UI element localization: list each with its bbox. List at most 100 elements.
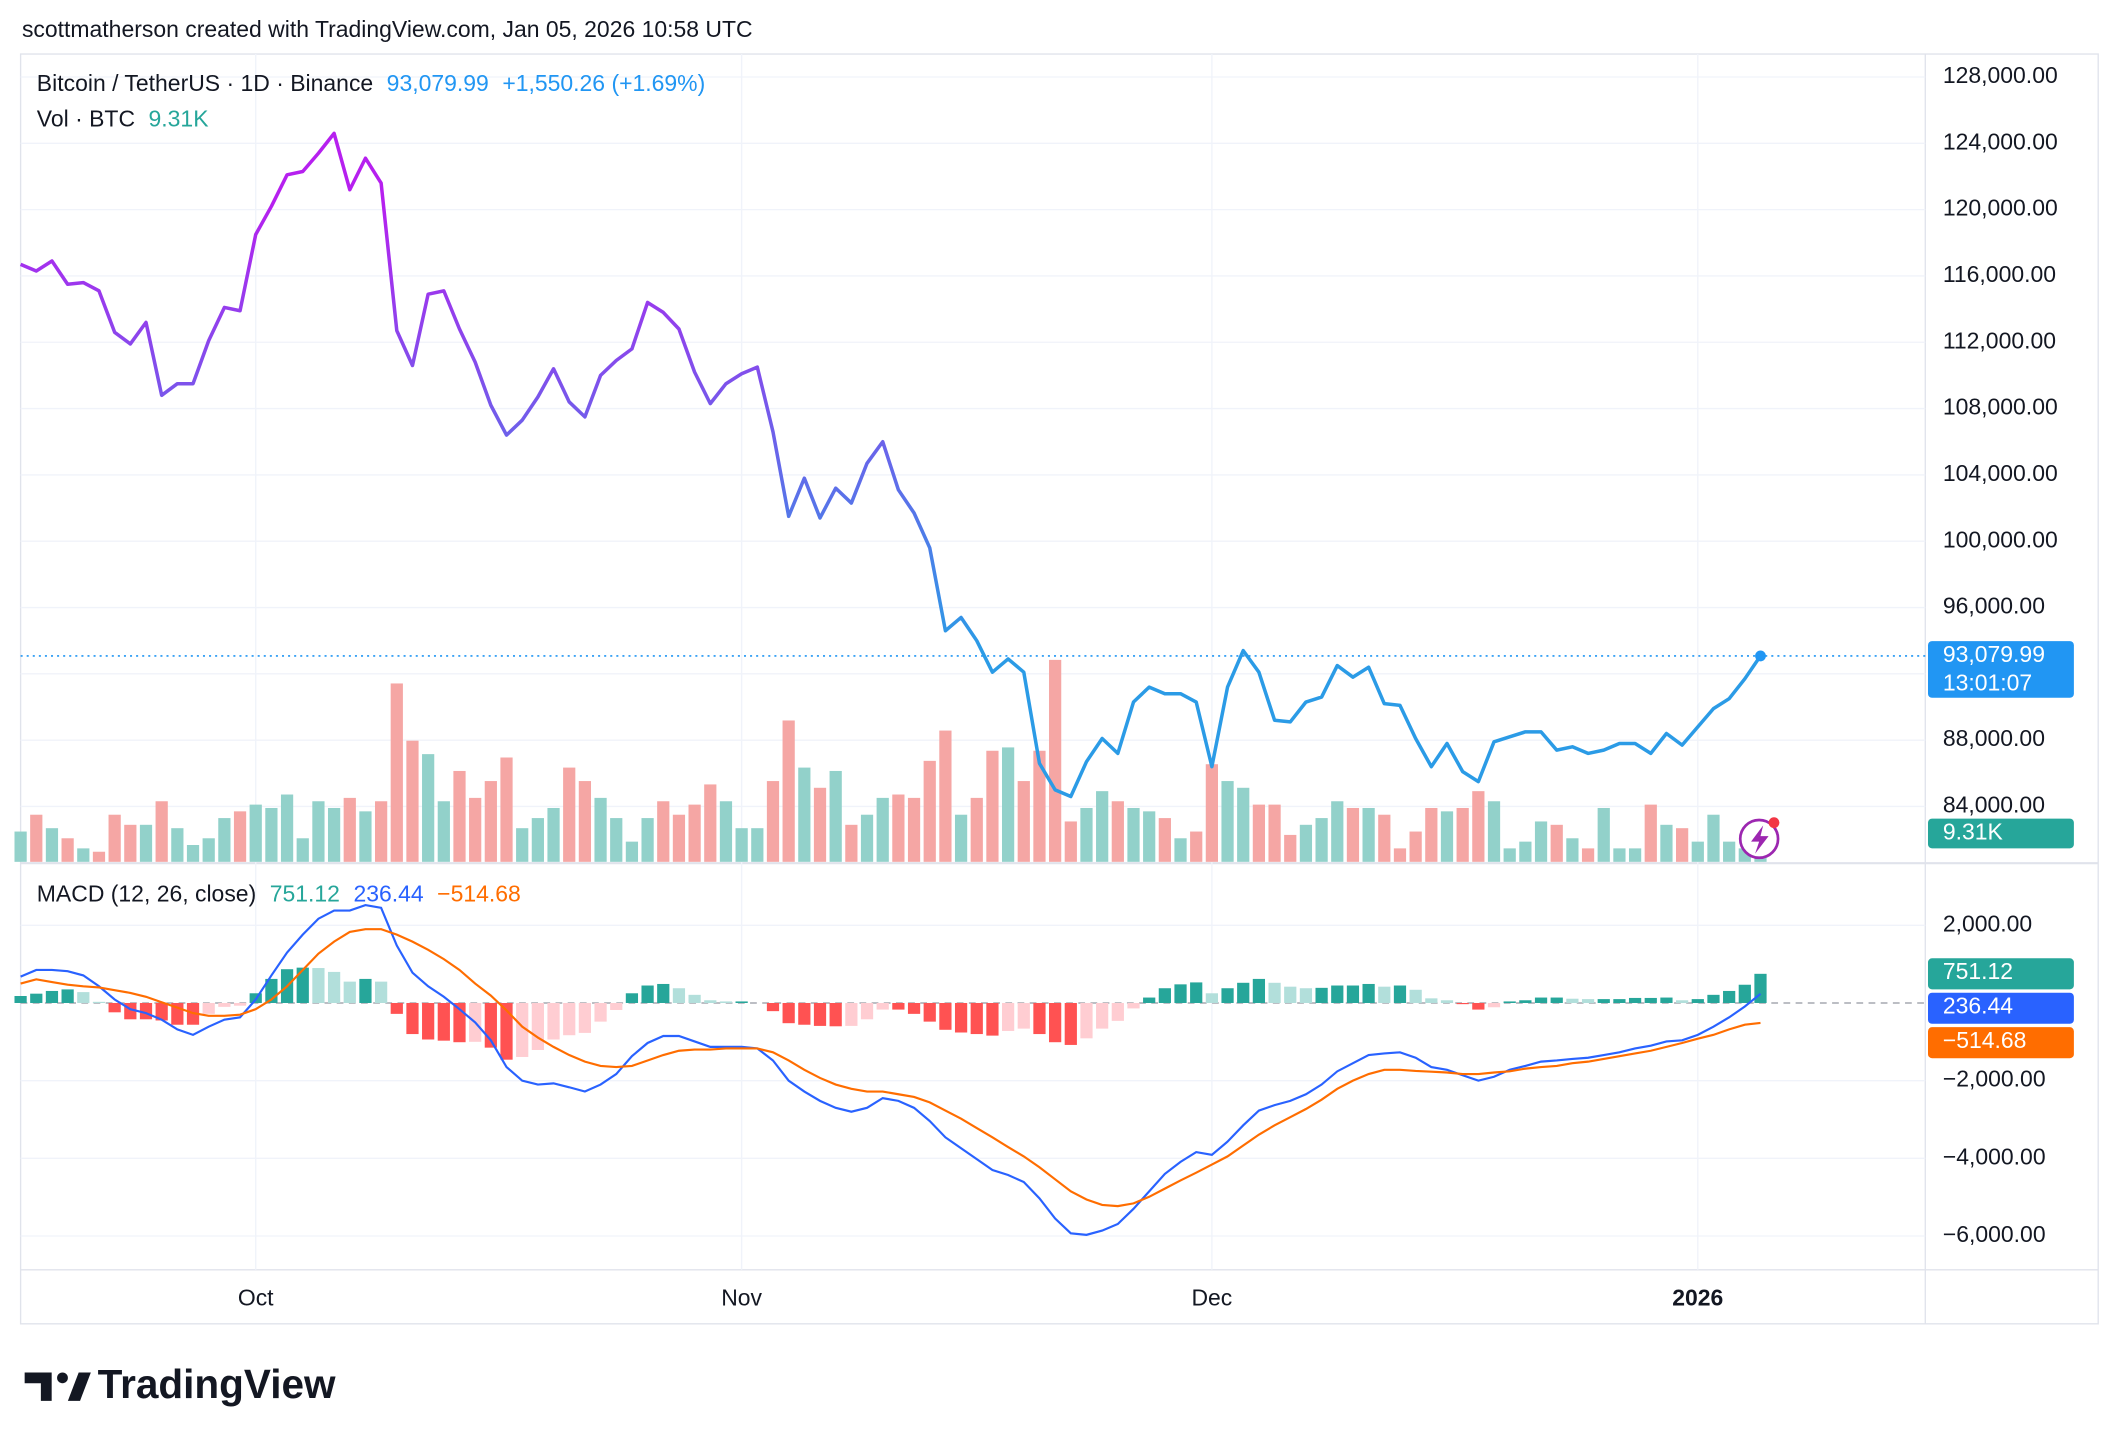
legend-value: 9.31K — [149, 105, 210, 131]
volume-bar — [766, 781, 780, 862]
histogram-bar — [92, 1001, 106, 1003]
histogram-bar — [719, 1001, 733, 1003]
volume-bar — [1723, 841, 1736, 862]
histogram-bar — [1676, 1000, 1689, 1003]
histogram-bar — [1252, 978, 1266, 1003]
volume-bar — [218, 818, 231, 862]
histogram-bar — [1393, 985, 1407, 1003]
histogram-bar — [1315, 987, 1328, 1003]
volume-bar — [594, 797, 607, 862]
histogram-bar — [202, 1002, 215, 1014]
volume-bar — [1660, 824, 1673, 862]
volume-bar — [845, 824, 858, 862]
histogram-bar — [77, 992, 90, 1003]
volume-bar — [1487, 801, 1501, 862]
last-price-dot — [1755, 650, 1766, 662]
histogram-bar — [641, 985, 654, 1003]
histogram-bar — [1346, 985, 1360, 1003]
volume-bar — [625, 841, 639, 862]
volume-bar — [1033, 750, 1046, 862]
volume-bar — [1566, 838, 1579, 862]
volume-bar — [1221, 781, 1234, 862]
volume-bar — [1143, 811, 1156, 862]
volume-bar — [1252, 804, 1266, 862]
histogram-bar — [563, 1002, 576, 1036]
volume-tag: 9.31K — [1943, 819, 2004, 845]
volume-bar — [563, 767, 576, 862]
volume-bar — [719, 801, 733, 862]
histogram-bar — [1597, 999, 1610, 1003]
volume-bar — [1534, 821, 1548, 862]
histogram-bar — [594, 1002, 607, 1022]
histogram-bar — [359, 978, 372, 1003]
histogram-bar — [1174, 984, 1187, 1003]
volume-bar — [1440, 811, 1454, 862]
legend-value: 93,079.99 — [387, 70, 489, 96]
volume-bar — [1362, 807, 1375, 862]
volume-bar — [30, 814, 43, 862]
histogram-bar — [155, 1002, 168, 1021]
volume-bar — [813, 787, 827, 862]
histogram-bar — [30, 993, 43, 1003]
volume-bar — [735, 828, 748, 862]
volume-bar — [202, 838, 215, 862]
histogram-bar — [531, 1002, 544, 1050]
volume-bar — [469, 797, 482, 862]
volume-bar — [688, 804, 701, 862]
grid — [20, 54, 1926, 1270]
volume-bar — [923, 760, 936, 862]
volume-bar — [1158, 818, 1171, 862]
legend-value: −514.68 — [437, 881, 521, 907]
y-tick-label: 108,000.00 — [1943, 394, 2058, 420]
volume-bar — [907, 797, 921, 862]
histogram-bar — [1723, 990, 1736, 1003]
histogram-bar — [1017, 1002, 1030, 1029]
histogram-bar — [1331, 985, 1344, 1003]
volume-bar — [1111, 801, 1124, 862]
histogram-bar — [625, 993, 639, 1003]
volume-bar — [1519, 841, 1532, 862]
histogram-bar — [1205, 993, 1218, 1003]
badge-dot — [1768, 817, 1780, 829]
y-tick-label: 104,000.00 — [1943, 460, 2058, 486]
volume-bar — [186, 845, 200, 862]
macd-tag: 236.44 — [1943, 993, 2013, 1019]
volume-bar — [45, 828, 59, 862]
volume-bar — [1425, 807, 1438, 862]
volume-bar — [1205, 764, 1218, 862]
histogram-bar — [813, 1002, 827, 1026]
histogram-bar — [1628, 997, 1642, 1003]
histogram-bar — [1127, 1002, 1140, 1009]
volume-bar — [531, 818, 544, 862]
volume-bar — [1613, 848, 1626, 862]
volume-bar — [1346, 807, 1360, 862]
histogram-bar — [390, 1002, 403, 1014]
volume-bar — [14, 831, 27, 862]
histogram-bar — [1268, 982, 1281, 1003]
volume-bar — [1001, 747, 1015, 862]
histogram-bar — [108, 1002, 121, 1013]
volume-bar — [1127, 807, 1140, 862]
x-tick-label: Oct — [238, 1285, 274, 1311]
volume-bar — [782, 720, 795, 862]
volume-bar — [1331, 801, 1344, 862]
y-tick-label: 100,000.00 — [1943, 526, 2058, 552]
brand-logo-part — [24, 1372, 52, 1401]
volume-bar — [939, 730, 952, 862]
histogram-bar — [939, 1002, 952, 1030]
histogram-bar — [1080, 1002, 1093, 1039]
volume-bar — [1644, 804, 1657, 862]
volume-bar — [327, 807, 341, 862]
histogram-bar — [1519, 1000, 1532, 1003]
histogram-bar — [578, 1002, 592, 1033]
macd-line — [20, 904, 1762, 1236]
volume-bar — [1456, 807, 1469, 862]
price-tag-box — [1927, 641, 2074, 698]
histogram-bar — [1425, 998, 1438, 1003]
histogram-bar — [672, 988, 686, 1003]
histogram-bar — [1613, 999, 1626, 1003]
volume-bar — [124, 824, 137, 862]
histogram-bar — [1440, 1000, 1454, 1003]
volume-bar — [970, 797, 983, 862]
volume-bar — [704, 784, 717, 862]
